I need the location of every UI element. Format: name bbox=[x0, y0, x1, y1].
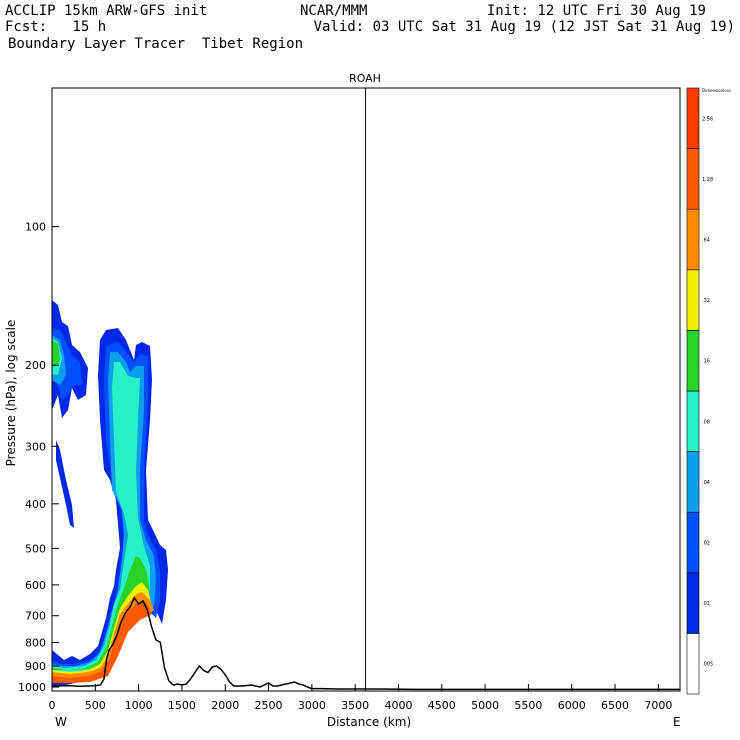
colorbar-level-label: .08 bbox=[702, 419, 710, 425]
colorbar-level-label: .04 bbox=[702, 480, 710, 486]
x-axis-ticks: 0 500 1000 1500 2000 2500 3000 3500 4000 4500 5000… bbox=[49, 684, 672, 712]
colorbar-level-label: .64 bbox=[702, 238, 710, 244]
colorbar-title: Dimensionless bbox=[702, 88, 731, 93]
x-tick-label: 1500 bbox=[168, 699, 196, 712]
y-tick-label: 600 bbox=[25, 579, 46, 592]
y-tick-label: 500 bbox=[25, 542, 46, 555]
x-tick-label: 5500 bbox=[514, 699, 542, 712]
tracer-level-16 bbox=[52, 340, 60, 366]
header-line3-left: Boundary Layer Tracer Tibet Region bbox=[8, 36, 304, 52]
x-tick-label: 5000 bbox=[471, 699, 499, 712]
x-axis-label: Distance (km) bbox=[327, 715, 411, 729]
colorbar-swatch bbox=[686, 269, 700, 331]
x-tick-label: 0 bbox=[49, 699, 56, 712]
chart-title: ROAH bbox=[349, 72, 381, 85]
y-tick-label: 100 bbox=[25, 221, 46, 234]
x-tick-label: 4500 bbox=[428, 699, 456, 712]
tracer-contours bbox=[52, 300, 168, 686]
tracer-level-128 bbox=[52, 602, 152, 683]
y-tick-label: 400 bbox=[25, 498, 46, 511]
header-line1-left: ACCLIP 15km ARW-GFS init bbox=[5, 3, 208, 19]
x-tick-label: 500 bbox=[85, 699, 106, 712]
header-line2-right: Valid: 03 UTC Sat 31 Aug 19 (12 JST Sat … bbox=[313, 19, 735, 35]
y-axis-label: Pressure (hPa), log scale bbox=[4, 320, 18, 467]
colorbar-swatch bbox=[686, 572, 700, 634]
plot-frame bbox=[51, 87, 681, 692]
colorbar-level-label: .16 bbox=[702, 359, 710, 365]
y-tick-label: 200 bbox=[25, 359, 46, 372]
colorbar: .005 .01 .02 .04 .08 .16 .32 .64 1.28 2.56 Dimensi… bbox=[686, 87, 731, 695]
header-line2-left: Fcst: 15 h bbox=[5, 19, 107, 35]
header-line1-center: NCAR/MMM bbox=[300, 3, 368, 19]
x-end-label-right: E bbox=[673, 715, 681, 729]
colorbar-level-label: .005 bbox=[702, 662, 713, 668]
colorbar-level-label: .01 bbox=[702, 601, 710, 607]
colorbar-swatch bbox=[686, 633, 700, 695]
y-tick-label: 900 bbox=[25, 660, 46, 673]
colorbar-level-label: .32 bbox=[702, 298, 710, 304]
colorbar-swatch bbox=[686, 390, 700, 452]
colorbar-swatch bbox=[686, 451, 700, 513]
terrain-profile-line bbox=[52, 596, 680, 691]
y-tick-label: 800 bbox=[25, 636, 46, 649]
colorbar-level-label: .02 bbox=[702, 541, 710, 547]
y-tick-label: 300 bbox=[25, 440, 46, 453]
x-end-label-left: W bbox=[55, 715, 67, 729]
x-tick-label: 4000 bbox=[384, 699, 412, 712]
colorbar-level-label: 2.56 bbox=[702, 116, 713, 122]
header-line1-right: Init: 12 UTC Fri 30 Aug 19 bbox=[486, 3, 706, 19]
x-tick-label: 2500 bbox=[255, 699, 283, 712]
y-axis-ticks: 100 200 300 400 500 600 700 800 900 1000 bbox=[18, 221, 59, 694]
x-tick-label: 1000 bbox=[125, 699, 153, 712]
colorbar-swatch bbox=[686, 330, 700, 392]
y-tick-label: 700 bbox=[25, 610, 46, 623]
colorbar-swatch bbox=[686, 208, 700, 271]
x-tick-label: 6000 bbox=[558, 699, 586, 712]
colorbar-level-label: 1.28 bbox=[702, 177, 713, 183]
x-tick-label: 6500 bbox=[601, 699, 629, 712]
y-tick-label: 1000 bbox=[18, 681, 46, 694]
colorbar-swatch bbox=[686, 87, 700, 149]
x-tick-label: 3500 bbox=[341, 699, 369, 712]
x-tick-label: 2000 bbox=[211, 699, 239, 712]
colorbar-swatch bbox=[686, 148, 700, 210]
x-tick-label: 3000 bbox=[298, 699, 326, 712]
colorbar-swatch bbox=[686, 511, 700, 574]
x-tick-label: 7000 bbox=[644, 699, 672, 712]
tracer-level-01 bbox=[56, 440, 74, 528]
tracer-level-16 bbox=[52, 556, 150, 670]
